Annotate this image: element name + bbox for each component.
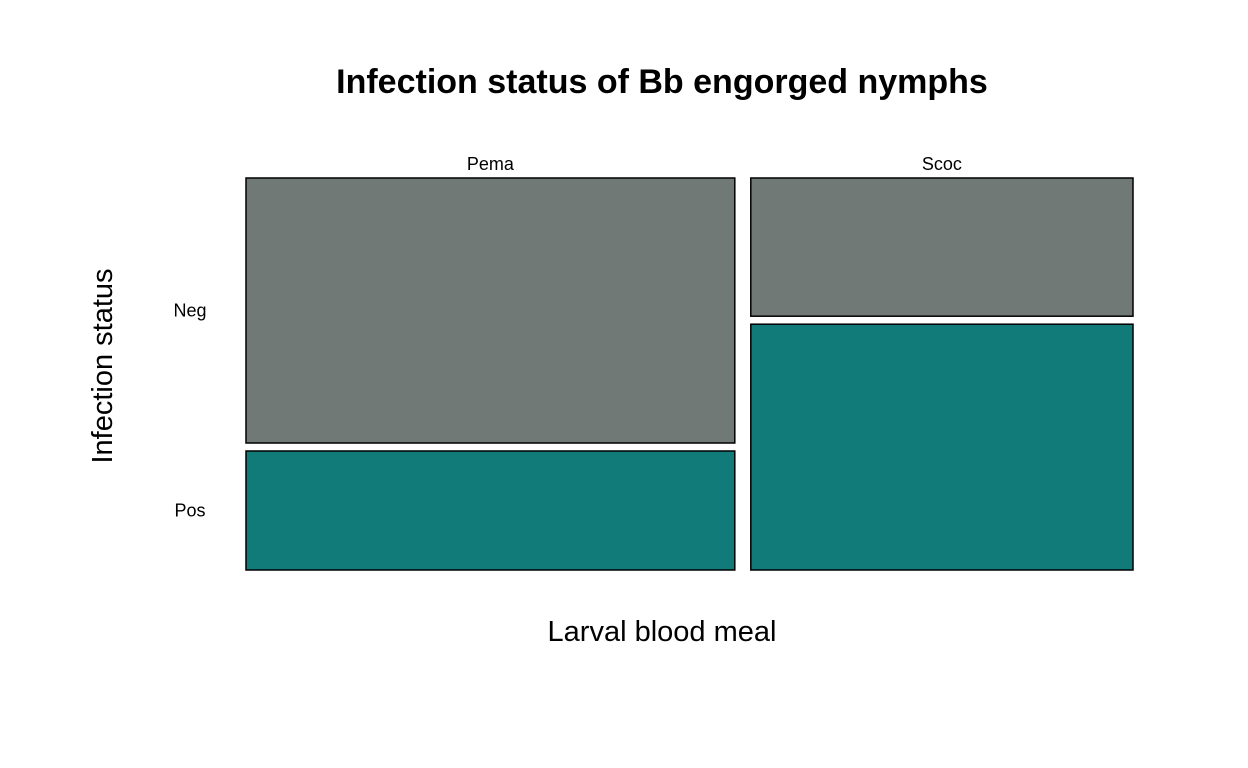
row-label-neg: Neg <box>173 301 206 321</box>
mosaic-tiles <box>245 177 1134 571</box>
row-labels: Neg Pos <box>173 301 206 521</box>
chart-title: Infection status of Bb engorged nymphs <box>336 63 988 101</box>
tile-scoc-neg <box>750 177 1134 317</box>
y-axis-label: Infection status <box>87 268 119 463</box>
row-label-pos: Pos <box>174 501 205 521</box>
tile-scoc-pos <box>750 323 1134 571</box>
tile-pema-pos <box>245 450 736 571</box>
column-label-pema: Pema <box>467 154 515 174</box>
x-axis-label: Larval blood meal <box>548 616 777 648</box>
tile-pema-neg <box>245 177 736 444</box>
column-label-scoc: Scoc <box>922 154 962 174</box>
column-labels: Pema Scoc <box>467 154 962 174</box>
